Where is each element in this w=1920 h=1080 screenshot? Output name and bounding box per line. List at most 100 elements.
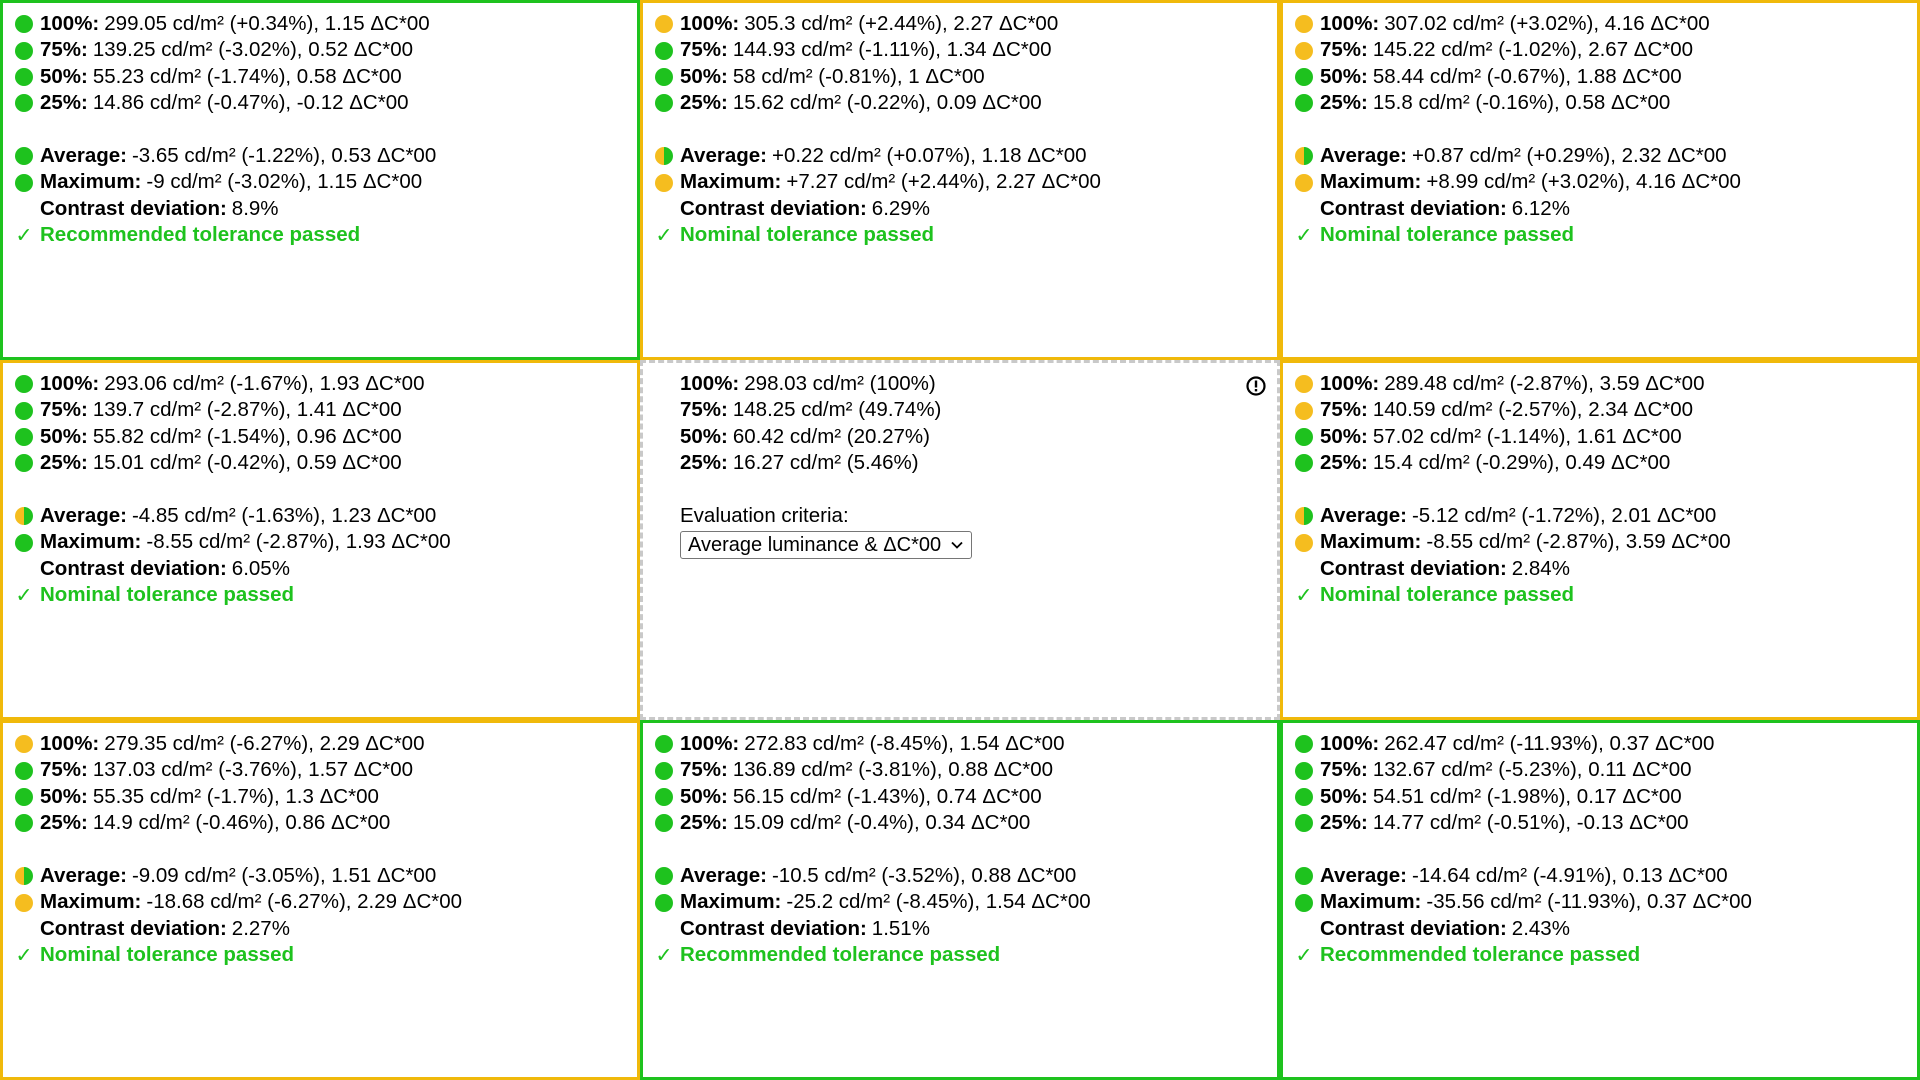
average-row: Average: -9.09 cd/m² (-3.05%), 1.51 ΔC*00: [15, 863, 637, 889]
status-dot-green: [655, 41, 673, 60]
contrast-label: Contrast deviation:: [680, 196, 867, 220]
status-dot-green: [15, 173, 33, 192]
evaluation-criteria-select[interactable]: Average luminance & ΔC*00: [680, 531, 973, 560]
status-dot-blank: [1295, 560, 1313, 578]
tolerance-result-text: Nominal tolerance passed: [680, 223, 935, 247]
status-dot-green: [15, 814, 33, 833]
level-value: 57.02 cd/m² (-1.14%), 1.61 ΔC*00: [1372, 424, 1682, 448]
level-row: 25%: 14.77 cd/m² (-0.51%), -0.13 ΔC*00: [1295, 810, 1917, 836]
level-value: 272.83 cd/m² (-8.45%), 1.54 ΔC*00: [744, 732, 1065, 755]
level-row: 75%: 140.59 cd/m² (-2.57%), 2.34 ΔC*00: [1295, 397, 1917, 423]
contrast-label: Contrast deviation:: [680, 916, 867, 940]
status-dot-yellow: [15, 893, 33, 912]
level-value: 15.4 cd/m² (-0.29%), 0.49 ΔC*00: [1372, 451, 1671, 475]
level-label: 75%:: [1320, 398, 1368, 422]
level-value: 55.35 cd/m² (-1.7%), 1.3 ΔC*00: [92, 784, 379, 808]
tolerance-result-text: Nominal tolerance passed: [1320, 583, 1575, 607]
status-dot-green: [15, 147, 33, 166]
tolerance-result: ✓ Recommended tolerance passed: [655, 942, 1277, 968]
average-value: -5.12 cd/m² (-1.72%), 2.01 ΔC*00: [1411, 503, 1717, 527]
maximum-label: Maximum:: [680, 170, 782, 194]
level-value: 55.23 cd/m² (-1.74%), 0.58 ΔC*00: [92, 64, 402, 88]
average-value: -14.64 cd/m² (-4.91%), 0.13 ΔC*00: [1411, 863, 1728, 887]
average-row: Average: -5.12 cd/m² (-1.72%), 2.01 ΔC*00: [1295, 503, 1917, 529]
level-value: 139.25 cd/m² (-3.02%), 0.52 ΔC*00: [92, 38, 414, 62]
level-label: 100%:: [1320, 372, 1380, 395]
measurement-cell-top-right: 100%: 307.02 cd/m² (+3.02%), 4.16 ΔC*00 75…: [1280, 0, 1920, 360]
status-dot-green: [15, 94, 33, 113]
level-label: 75%:: [680, 38, 728, 62]
level-row: 50%: 55.23 cd/m² (-1.74%), 0.58 ΔC*00: [15, 64, 637, 90]
status-dot-blank: [655, 402, 673, 420]
maximum-row: Maximum: +7.27 cd/m² (+2.44%), 2.27 ΔC*00: [655, 169, 1277, 195]
level-value: 14.86 cd/m² (-0.47%), -0.12 ΔC*00: [92, 91, 409, 115]
level-value: 139.7 cd/m² (-2.87%), 1.41 ΔC*00: [92, 398, 402, 422]
status-dot-green: [15, 41, 33, 60]
level-row: 100%: 307.02 cd/m² (+3.02%), 4.16 ΔC*00: [1295, 11, 1917, 37]
contrast-value: 6.29%: [871, 196, 930, 220]
average-value: -3.65 cd/m² (-1.22%), 0.53 ΔC*00: [131, 143, 437, 167]
maximum-row: Maximum: -8.55 cd/m² (-2.87%), 3.59 ΔC*00: [1295, 529, 1917, 555]
status-dot-green: [1295, 735, 1313, 754]
checkmark-icon: ✓: [15, 943, 33, 967]
status-dot-green: [1295, 67, 1313, 86]
level-value: 144.93 cd/m² (-1.11%), 1.34 ΔC*00: [732, 38, 1052, 62]
level-label: 100%:: [40, 732, 100, 755]
measurement-cell-bottom-center: 100%: 272.83 cd/m² (-8.45%), 1.54 ΔC*00 75…: [640, 720, 1280, 1080]
maximum-value: -35.56 cd/m² (-11.93%), 0.37 ΔC*00: [1426, 890, 1752, 914]
average-row: Average: -10.5 cd/m² (-3.52%), 0.88 ΔC*00: [655, 863, 1277, 889]
level-row: 100%: 305.3 cd/m² (+2.44%), 2.27 ΔC*00: [655, 11, 1277, 37]
checkmark-icon: ✓: [655, 223, 673, 247]
status-dot-blank: [655, 200, 673, 218]
tolerance-result: ✓ Recommended tolerance passed: [1295, 942, 1917, 968]
level-value: 148.25 cd/m² (49.74%): [732, 398, 942, 422]
measurement-cell-middle-right: 100%: 289.48 cd/m² (-2.87%), 3.59 ΔC*00 75…: [1280, 360, 1920, 720]
level-label: 100%:: [1320, 732, 1380, 755]
status-dot-yellow: [655, 173, 673, 192]
status-dot-green: [15, 787, 33, 806]
maximum-label: Maximum:: [40, 170, 142, 194]
level-row: 100%: 272.83 cd/m² (-8.45%), 1.54 ΔC*00: [655, 731, 1277, 757]
status-dot-green: [1295, 427, 1313, 446]
status-dot-green: [655, 735, 673, 754]
level-row: 25%: 15.62 cd/m² (-0.22%), 0.09 ΔC*00: [655, 90, 1277, 116]
status-dot-green: [655, 867, 673, 886]
contrast-label: Contrast deviation:: [1320, 196, 1507, 220]
level-row: 25%: 15.8 cd/m² (-0.16%), 0.58 ΔC*00: [1295, 90, 1917, 116]
average-label: Average:: [1320, 143, 1407, 167]
checkmark-icon: ✓: [655, 943, 673, 967]
average-value: +0.87 cd/m² (+0.29%), 2.32 ΔC*00: [1411, 143, 1727, 167]
level-label: 25%:: [40, 811, 88, 835]
average-row: Average: -3.65 cd/m² (-1.22%), 0.53 ΔC*00: [15, 143, 637, 169]
maximum-value: +7.27 cd/m² (+2.44%), 2.27 ΔC*00: [786, 170, 1101, 194]
level-value: 145.22 cd/m² (-1.02%), 2.67 ΔC*00: [1372, 38, 1694, 62]
level-row: 100%: 279.35 cd/m² (-6.27%), 2.29 ΔC*00: [15, 731, 637, 757]
maximum-row: Maximum: -18.68 cd/m² (-6.27%), 2.29 ΔC*0…: [15, 889, 637, 915]
level-row: 75%: 144.93 cd/m² (-1.11%), 1.34 ΔC*00: [655, 37, 1277, 63]
maximum-label: Maximum:: [1320, 530, 1422, 554]
info-icon[interactable]: [1245, 375, 1267, 397]
status-dot-blank: [15, 920, 33, 938]
status-dot-green: [1295, 761, 1313, 780]
tolerance-result-text: Recommended tolerance passed: [40, 223, 361, 247]
status-dot-yellow: [15, 735, 33, 754]
contrast-label: Contrast deviation:: [40, 196, 227, 220]
level-label: 75%:: [40, 398, 88, 422]
level-row: 50%: 55.82 cd/m² (-1.54%), 0.96 ΔC*00: [15, 424, 637, 450]
status-dot-green: [655, 761, 673, 780]
maximum-value: -18.68 cd/m² (-6.27%), 2.29 ΔC*00: [146, 890, 463, 914]
contrast-value: 2.43%: [1511, 916, 1570, 940]
contrast-row: Contrast deviation: 2.43%: [1295, 916, 1917, 942]
status-dot-blank: [655, 920, 673, 938]
maximum-label: Maximum:: [1320, 890, 1422, 914]
level-label: 25%:: [680, 811, 728, 835]
level-row: 50%: 58 cd/m² (-0.81%), 1 ΔC*00: [655, 64, 1277, 90]
contrast-row: Contrast deviation: 6.05%: [15, 556, 637, 582]
maximum-label: Maximum:: [40, 530, 142, 554]
contrast-row: Contrast deviation: 2.84%: [1295, 556, 1917, 582]
level-label: 25%:: [1320, 811, 1368, 835]
status-dot-yellow: [1295, 533, 1313, 552]
chevron-down-icon: [951, 542, 963, 550]
status-dot-blank: [655, 454, 673, 472]
